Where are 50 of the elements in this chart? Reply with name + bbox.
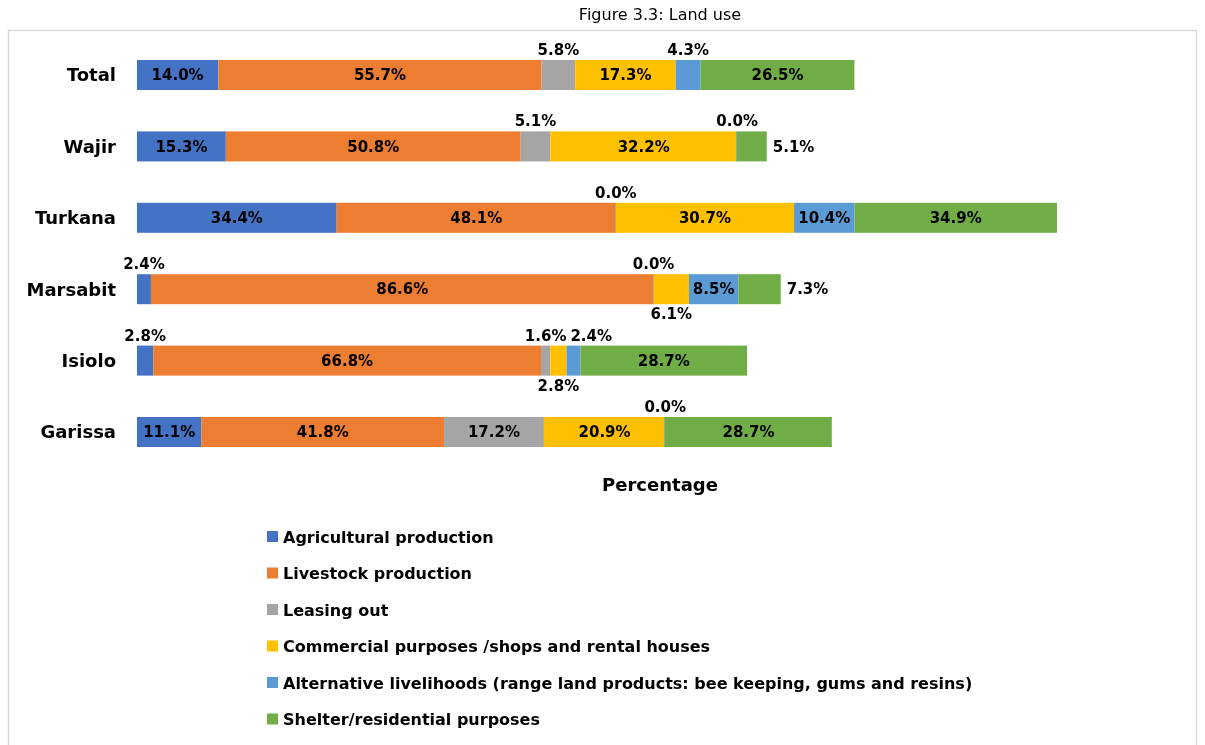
y-tick-label: Total <box>66 64 116 86</box>
data-label: 8.5% <box>692 280 735 299</box>
data-label: 2.4% <box>570 326 613 345</box>
legend-label: Shelter/residential purposes <box>283 710 540 730</box>
data-label: 48.1% <box>450 209 503 228</box>
data-label: 30.7% <box>678 209 731 228</box>
y-tick-label: Marsabit <box>26 278 117 300</box>
legend-label: Alternative livelihoods (range land products: bee keeping, gums and resins) <box>283 673 973 693</box>
legend-label: Leasing out <box>283 600 389 620</box>
data-label: 0.0% <box>632 255 675 274</box>
data-label: 5.1% <box>514 112 557 131</box>
data-label: 41.8% <box>296 423 349 442</box>
legend-label: Commercial purposes /shops and rental houses <box>283 637 711 657</box>
data-label: 2.4% <box>123 255 165 274</box>
data-label: 20.9% <box>578 423 631 442</box>
legend-label: Livestock production <box>283 564 472 584</box>
data-label: 66.8% <box>321 351 374 370</box>
data-label: 14.0% <box>151 66 204 85</box>
data-label: 5.1% <box>772 137 815 156</box>
data-label: 2.8% <box>537 376 580 395</box>
data-label: 28.7% <box>722 423 775 442</box>
x-axis-title: Percentage <box>602 474 718 495</box>
data-label: 10.4% <box>798 209 851 228</box>
data-label: 0.0% <box>595 183 637 202</box>
data-label: 0.0% <box>716 112 758 131</box>
legend-label: Agricultural production <box>283 527 494 547</box>
data-label: 28.7% <box>637 351 690 370</box>
data-label: 17.2% <box>467 423 520 442</box>
data-label: 26.5% <box>751 66 804 85</box>
data-label: 0.0% <box>644 398 687 416</box>
data-label: 34.9% <box>929 209 982 228</box>
data-label: 55.7% <box>353 66 406 85</box>
data-label: 86.6% <box>376 280 429 299</box>
data-label: 7.3% <box>786 280 829 299</box>
data-label: 32.2% <box>617 137 670 156</box>
chart-title: Figure 3.3: Land use <box>578 5 742 24</box>
data-label: 6.1% <box>650 305 693 324</box>
y-tick-label: Isiolo <box>61 349 116 371</box>
data-label: 11.1% <box>143 423 196 442</box>
data-label: 1.6% <box>524 326 567 345</box>
data-label: 5.8% <box>537 41 580 59</box>
y-tick-label: Turkana <box>34 207 116 229</box>
data-label: 2.8% <box>124 326 166 345</box>
y-tick-label: Wajir <box>63 135 117 157</box>
data-label: 50.8% <box>347 137 400 156</box>
data-label: 15.3% <box>155 137 208 156</box>
data-label: 4.3% <box>667 41 709 59</box>
data-label: 34.4% <box>210 209 263 228</box>
y-tick-label: Garissa <box>40 421 116 443</box>
data-label: 17.3% <box>599 66 652 85</box>
